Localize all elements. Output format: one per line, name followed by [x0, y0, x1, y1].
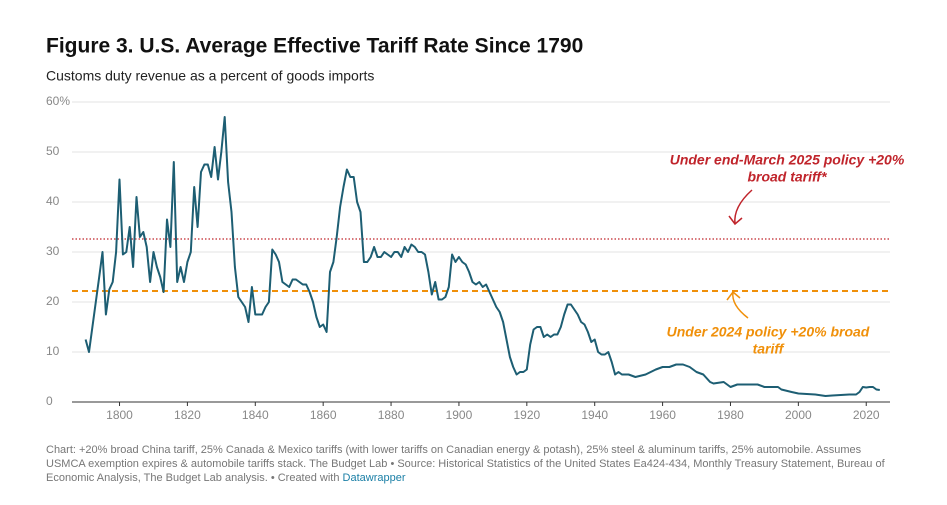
chart-title: Figure 3. U.S. Average Effective Tariff …: [46, 35, 583, 58]
annotation-arrow: [734, 189, 753, 225]
annotation-arrowhead: [728, 215, 743, 226]
y-tick-label: 30: [46, 244, 60, 258]
annotation-arrowhead: [726, 290, 741, 301]
footnote: USMCA exemption expires & automobile tar…: [46, 458, 886, 470]
y-tick-label: 50: [46, 144, 60, 158]
chart-subtitle: Customs duty revenue as a percent of goo…: [46, 68, 374, 84]
annotation-arrow: [732, 291, 749, 319]
y-tick-label: 10: [46, 344, 60, 358]
data-line: [84, 116, 880, 397]
x-tick-label: 1880: [378, 408, 405, 422]
annotation: broad tariff*: [747, 169, 827, 185]
x-tick-label: 1840: [242, 408, 269, 422]
x-tick-label: 1940: [581, 408, 608, 422]
credit-link: Datawrapper: [343, 472, 406, 484]
x-tick-label: 1980: [717, 408, 744, 422]
y-tick-label: 40: [46, 194, 60, 208]
x-tick-label: 2020: [853, 408, 880, 422]
footnote-text: Economic Analysis, The Budget Lab analys…: [46, 472, 343, 484]
x-tick-label: 1800: [106, 408, 133, 422]
x-tick-label: 1920: [513, 408, 540, 422]
y-tick-label: 20: [46, 294, 60, 308]
x-tick-label: 1960: [649, 408, 676, 422]
footnote: Chart: +20% broad China tariff, 25% Cana…: [46, 444, 862, 456]
x-tick-label: 1900: [446, 408, 473, 422]
y-tick-label: 60%: [46, 94, 70, 108]
x-tick-label: 1820: [174, 408, 201, 422]
annotation: tariff: [753, 341, 785, 357]
annotation: Under end-March 2025 policy +20%: [670, 152, 905, 168]
x-tick-label: 2000: [785, 408, 812, 422]
x-tick-label: 1860: [310, 408, 337, 422]
annotation: Under 2024 policy +20% broad: [667, 324, 870, 340]
footnote: Economic Analysis, The Budget Lab analys…: [46, 472, 406, 484]
y-tick-label: 0: [46, 394, 53, 408]
